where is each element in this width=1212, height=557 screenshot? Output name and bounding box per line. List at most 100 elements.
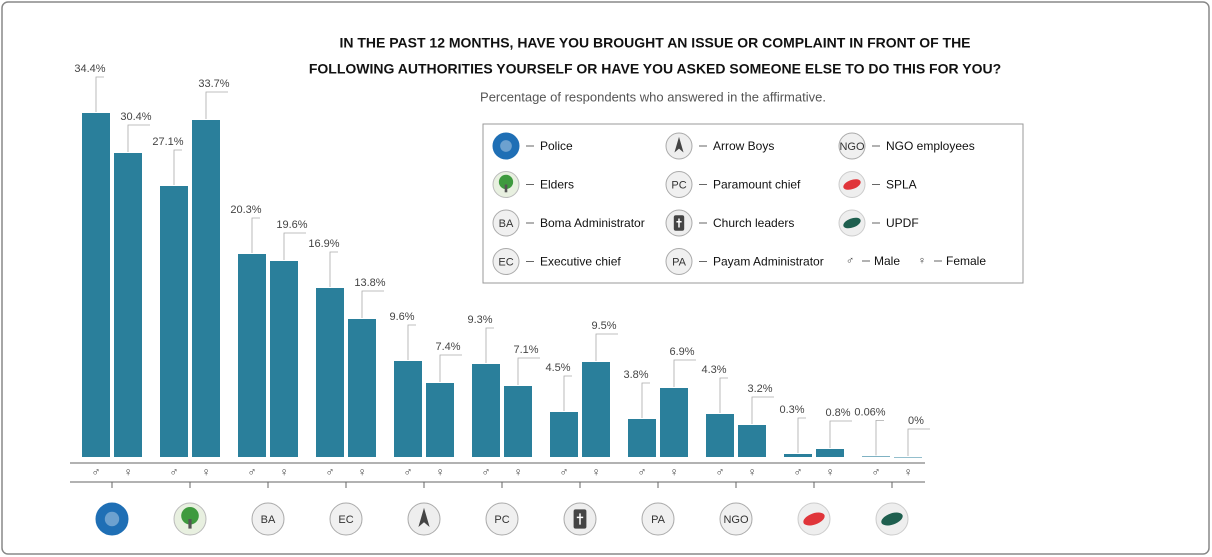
value-label: 9.5% [591, 320, 616, 332]
gender-symbol: ♀ [436, 465, 445, 479]
bar [348, 319, 376, 457]
leader-line [329, 251, 338, 287]
icon-circle [838, 132, 866, 160]
gender-symbol: ♂ [716, 465, 725, 479]
leader-line [719, 377, 728, 413]
icon-label: NGO [723, 514, 749, 526]
icon-label: NGO [839, 141, 865, 153]
leader-line [205, 91, 228, 119]
value-label: 3.8% [623, 369, 648, 381]
bar [82, 113, 110, 457]
value-label: 0% [908, 415, 924, 427]
icon-inner [500, 140, 512, 152]
leader-line [751, 396, 774, 424]
value-label: 27.1% [152, 136, 183, 148]
leader-line [595, 333, 618, 361]
gender-symbol: ♂ [170, 465, 179, 479]
chart-subtitle: Percentage of respondents who answered i… [480, 89, 826, 104]
leader-line [127, 124, 150, 152]
gender-symbol: ♀ [358, 465, 367, 479]
icon-circle [329, 502, 363, 536]
leader-line [251, 217, 260, 253]
icon-cross [676, 218, 682, 228]
legend-text: Paramount chief [713, 178, 801, 192]
gender-symbol: ♂ [560, 465, 569, 479]
value-label: 33.7% [198, 78, 229, 90]
gender-symbol: ♂ [794, 465, 803, 479]
value-label: 3.2% [747, 383, 772, 395]
icon-label: PA [651, 514, 666, 526]
leader-line [797, 417, 806, 453]
gender-symbol: ♀ [280, 465, 289, 479]
gender-symbol: ♀ [748, 465, 757, 479]
gender-symbol: ♀ [592, 465, 601, 479]
icon-circle [719, 502, 753, 536]
icon-arrow [418, 507, 430, 527]
bar [738, 425, 766, 457]
gender-symbol: ♂ [248, 465, 257, 479]
leader-line [563, 375, 572, 411]
icon-beret [843, 179, 861, 190]
gender-symbol: ♀ [514, 465, 523, 479]
leader-line [407, 324, 416, 360]
icon-inner [104, 511, 120, 527]
icon-circle [665, 171, 693, 198]
bar [894, 457, 922, 458]
legend-text: Arrow Boys [713, 139, 774, 153]
legend-symbol: ♂ [846, 255, 854, 267]
value-label: 34.4% [74, 63, 105, 75]
bar [550, 412, 578, 457]
leader-line [173, 149, 182, 185]
legend-text: Boma Administrator [540, 216, 645, 230]
bar [426, 383, 454, 457]
value-label: 19.6% [276, 219, 307, 231]
value-label: 20.3% [230, 204, 261, 216]
value-label: 4.5% [545, 362, 570, 374]
gender-symbol: ♀ [826, 465, 835, 479]
chart-title: FOLLOWING AUTHORITIES YOURSELF OR HAVE Y… [309, 61, 1001, 77]
legend-text: Female [946, 254, 986, 268]
icon-circle [251, 502, 285, 536]
icon-circle [492, 132, 520, 160]
icon-cross [576, 513, 584, 525]
gender-symbol: ♀ [904, 465, 913, 479]
leader-line [875, 420, 884, 456]
icon-label: EC [498, 256, 513, 268]
legend-text: Male [874, 254, 900, 268]
gender-symbol: ♀ [202, 465, 211, 479]
icon-circle [641, 502, 675, 536]
legend-box [482, 123, 1024, 284]
icon-circle [492, 248, 520, 275]
icon-circle [492, 209, 520, 237]
icon-label: EC [338, 514, 353, 526]
leader-line [907, 428, 930, 456]
bar [114, 153, 142, 457]
leader-line [439, 354, 462, 382]
leader-line [641, 382, 650, 418]
bar [316, 288, 344, 457]
icon-circle [95, 502, 129, 536]
legend-text: UPDF [886, 216, 919, 230]
bar [706, 414, 734, 457]
value-label: 9.3% [467, 314, 492, 326]
icon-label: PC [494, 514, 509, 526]
icon-label: PC [671, 179, 686, 191]
gender-symbol: ♂ [872, 465, 881, 479]
icon-beret [843, 217, 861, 229]
legend-text: Police [540, 139, 573, 153]
bar [628, 419, 656, 457]
value-label: 9.6% [389, 311, 414, 323]
gender-symbol: ♀ [124, 465, 133, 479]
legend-text: Payam Administrator [713, 255, 824, 269]
value-label: 7.1% [513, 344, 538, 356]
leader-line [485, 327, 494, 363]
icon-beret [881, 512, 903, 526]
bar [472, 364, 500, 457]
gender-symbol: ♂ [482, 465, 491, 479]
legend-text: Church leaders [713, 216, 794, 230]
icon-beret [803, 512, 825, 526]
bar [160, 186, 188, 457]
bar [784, 454, 812, 457]
icon-label: BA [261, 514, 276, 526]
